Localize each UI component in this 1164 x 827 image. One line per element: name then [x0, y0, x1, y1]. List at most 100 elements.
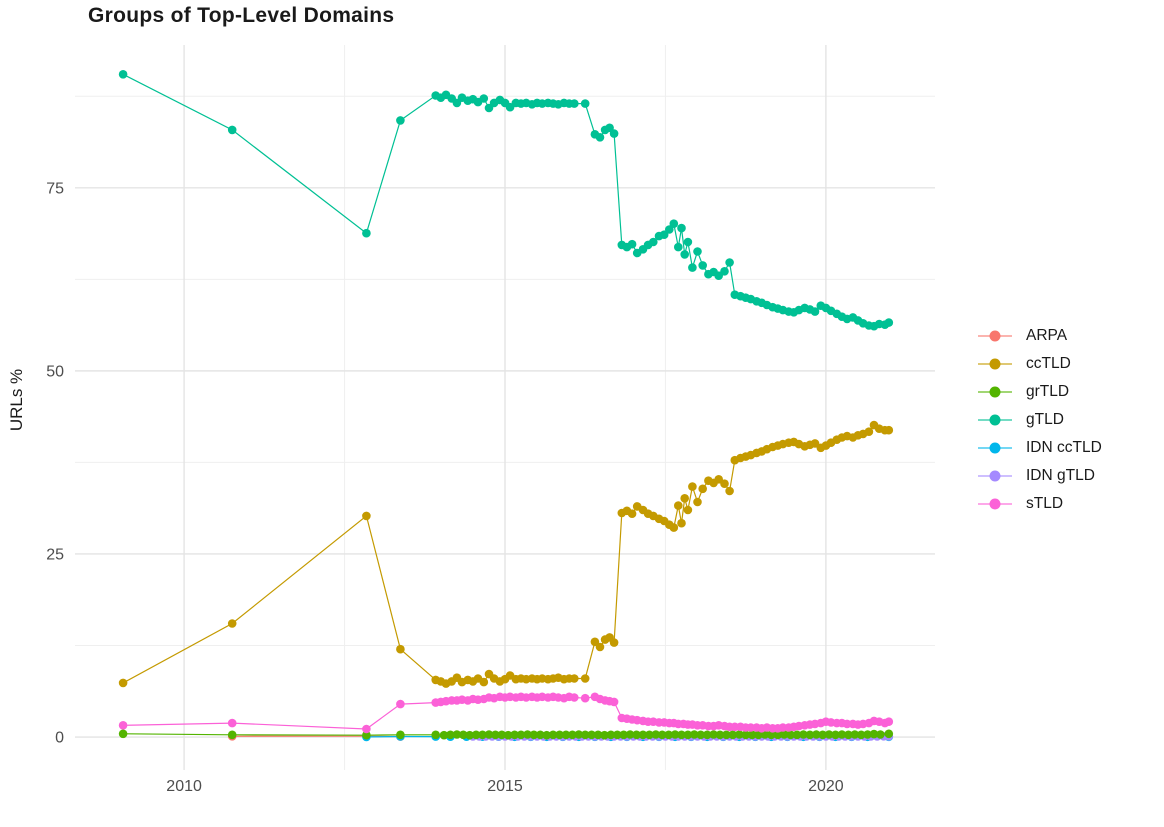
data-point: [605, 123, 614, 133]
data-point: [674, 501, 683, 510]
data-point: [497, 730, 507, 740]
x-tick-label: 2015: [487, 778, 523, 795]
legend-key-icon: [978, 385, 1012, 399]
data-point: [805, 730, 815, 740]
data-point: [688, 263, 697, 272]
data-point: [735, 730, 744, 739]
data-point: [683, 237, 693, 247]
data-point: [831, 730, 840, 740]
legend-key-icon: [978, 357, 1012, 371]
series-cctld: [118, 420, 894, 688]
data-point: [431, 730, 441, 740]
legend-item-idn-gtld: IDN gTLD: [978, 462, 1102, 490]
data-point: [580, 693, 590, 703]
data-point: [688, 482, 697, 491]
data-point: [864, 427, 874, 437]
data-point: [561, 730, 571, 740]
data-point: [747, 730, 757, 740]
data-point: [396, 644, 405, 654]
legend-label: IDN gTLD: [1026, 467, 1095, 484]
data-point: [118, 729, 128, 739]
data-point: [606, 730, 616, 740]
data-point: [362, 730, 371, 740]
data-point: [645, 730, 654, 740]
data-point: [696, 730, 705, 740]
data-point: [609, 129, 619, 138]
x-tick-label: 2010: [166, 778, 202, 795]
data-point: [773, 730, 783, 740]
data-point: [869, 729, 879, 739]
data-point: [609, 638, 619, 647]
data-point: [715, 730, 725, 740]
data-point: [690, 730, 699, 739]
data-point: [720, 267, 729, 276]
data-point: [574, 730, 584, 739]
data-point: [479, 94, 489, 103]
data-point: [651, 730, 661, 739]
data-point: [118, 70, 128, 79]
data-point: [709, 730, 718, 739]
data-point: [595, 133, 605, 142]
data-point: [884, 729, 894, 739]
data-point: [625, 730, 635, 739]
data-point: [884, 318, 894, 327]
series-gtld: [118, 70, 894, 331]
data-point: [227, 125, 237, 135]
y-tick-label: 50: [46, 363, 64, 380]
data-point: [548, 730, 558, 740]
data-point: [452, 730, 462, 739]
data-point: [396, 699, 405, 709]
data-point: [471, 730, 481, 740]
data-point: [876, 730, 885, 739]
data-point: [555, 730, 564, 740]
data-point: [702, 730, 712, 740]
legend-key-icon: [978, 441, 1012, 455]
series-line: [122, 73, 890, 327]
data-point: [396, 730, 405, 740]
legend-label: ARPA: [1026, 327, 1068, 344]
data-point: [600, 730, 609, 740]
legend-label: IDN ccTLD: [1026, 439, 1102, 456]
data-point: [118, 721, 128, 730]
legend-key-icon: [978, 469, 1012, 483]
data-point: [227, 619, 237, 628]
data-point: [459, 730, 468, 740]
y-tick-label: 0: [55, 730, 64, 747]
series-stld: [118, 692, 894, 734]
data-point: [670, 730, 680, 739]
data-point: [810, 307, 820, 316]
data-point: [683, 505, 693, 515]
data-point: [536, 730, 545, 740]
data-point: [693, 247, 702, 256]
data-point: [680, 494, 689, 503]
data-point: [479, 677, 489, 687]
legend-item-cctld: ccTLD: [978, 350, 1102, 378]
data-point: [856, 730, 866, 740]
data-point: [824, 730, 834, 739]
data-point: [767, 730, 776, 740]
data-point: [884, 717, 894, 726]
data-point: [580, 99, 590, 108]
data-point: [850, 730, 860, 739]
data-point: [741, 730, 750, 740]
legend-item-gtld: gTLD: [978, 406, 1102, 434]
legend-key-icon: [978, 329, 1012, 343]
data-point: [568, 730, 577, 740]
data-point: [523, 730, 532, 739]
data-point: [227, 730, 237, 740]
data-point: [693, 497, 702, 507]
data-point: [465, 730, 475, 740]
data-point: [677, 518, 686, 528]
data-point: [722, 730, 731, 740]
data-point: [619, 730, 628, 740]
data-point: [812, 730, 821, 739]
data-point: [362, 228, 371, 238]
data-point: [446, 730, 455, 740]
data-point: [613, 730, 622, 740]
data-point: [580, 730, 590, 740]
data-point: [491, 730, 500, 740]
data-point: [884, 425, 894, 435]
data-point: [698, 484, 707, 494]
data-point: [503, 730, 513, 740]
data-point: [720, 479, 729, 489]
